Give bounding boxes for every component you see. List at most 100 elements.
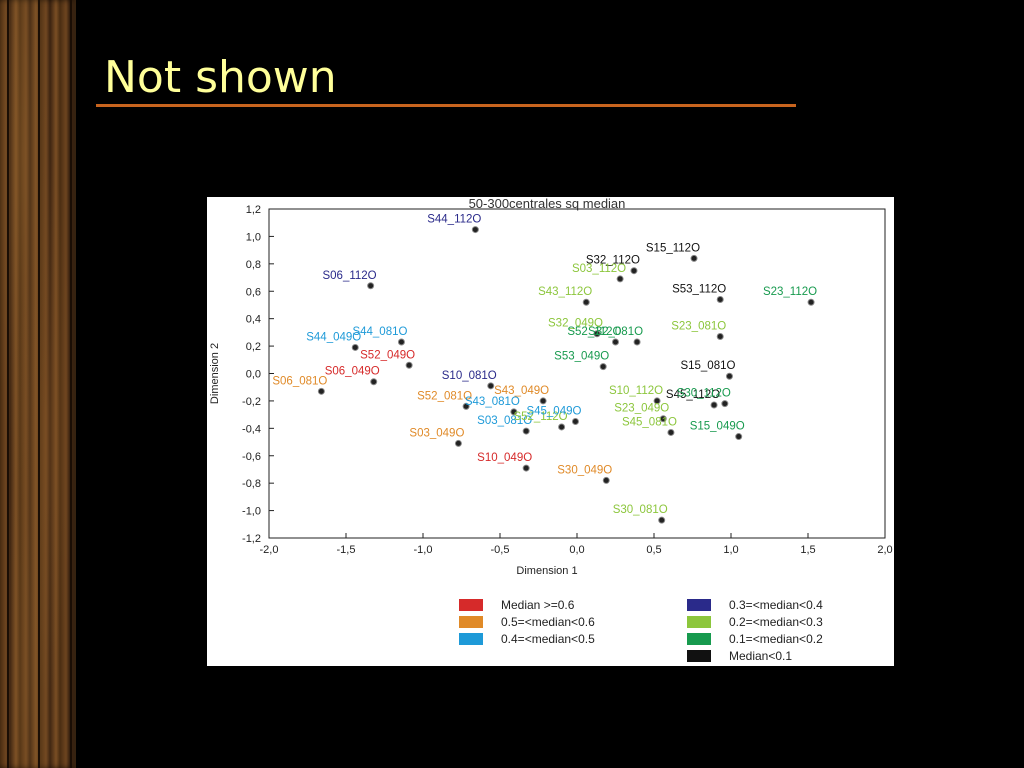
y-tick-label: -1,0: [242, 506, 261, 518]
data-point: [653, 397, 661, 405]
data-point: [602, 476, 610, 484]
data-point-label: S53_049O: [554, 351, 609, 363]
data-point-label: S15_081O: [680, 360, 735, 372]
x-axis-label: Dimension 1: [516, 565, 577, 577]
scatter-chart: 50-300centrales sq median -2,0 -1,5 -1,0 -0,…: [209, 196, 893, 663]
data-point-label: S15_049O: [690, 421, 745, 433]
legend-swatch: [459, 616, 483, 628]
data-point-label: S52_112O: [513, 411, 567, 423]
legend-swatch: [687, 616, 711, 628]
data-point: [735, 433, 743, 441]
data-point-label: S03_081O: [477, 415, 532, 427]
y-tick-label: 0,4: [246, 314, 261, 326]
y-tick-label: -0,8: [242, 478, 261, 490]
data-point: [405, 361, 413, 369]
data-point-label: S30_081O: [613, 504, 668, 516]
data-point: [658, 516, 666, 524]
data-point: [667, 428, 675, 436]
data-point-label: S43_112O: [538, 286, 592, 298]
data-point: [721, 400, 729, 408]
y-tick-label: 1,2: [246, 204, 261, 216]
x-tick-label: 1,0: [723, 544, 738, 556]
data-point-label: S23_049O: [614, 403, 669, 415]
data-point: [599, 363, 607, 371]
data-point-label: S23_112O: [763, 286, 817, 298]
legend-label: 0.4=<median<0.5: [501, 632, 595, 646]
data-point-label: S03_112O: [572, 263, 626, 275]
x-tick-label: -2,0: [260, 544, 279, 556]
x-tick-label: 0,5: [646, 544, 661, 556]
data-point-label: S03_049O: [409, 427, 464, 439]
legend-swatch: [459, 599, 483, 611]
data-point-label: S43_049O: [494, 385, 549, 397]
data-point-label: S30_049O: [557, 464, 612, 476]
data-point: [725, 372, 733, 380]
data-point-label: S06_081O: [272, 375, 327, 387]
y-tick-label: 0,8: [246, 259, 261, 271]
data-point: [462, 402, 470, 410]
data-point: [317, 387, 325, 395]
y-tick-label: 0,2: [246, 341, 261, 353]
data-point: [522, 427, 530, 435]
data-point: [558, 423, 566, 431]
data-point: [593, 330, 601, 338]
data-point: [807, 298, 815, 306]
x-tick-label: -1,5: [337, 544, 356, 556]
data-point: [582, 298, 590, 306]
data-point-label: S30_112O: [677, 388, 731, 400]
legend-label: 0.1=<median<0.2: [729, 632, 823, 646]
data-point: [616, 275, 624, 283]
data-point-label: S44_081O: [352, 326, 407, 338]
y-tick-label: -1,2: [242, 533, 261, 545]
data-point-label: S43_081O: [465, 396, 520, 408]
data-point-label: S32_049O: [548, 318, 603, 330]
data-point: [397, 338, 405, 346]
data-point-label: S53_112O: [672, 283, 726, 295]
legend-label: 0.3=<median<0.4: [729, 598, 823, 612]
legend-swatch: [687, 599, 711, 611]
y-tick-label: 1,0: [246, 231, 261, 243]
x-tick-label: -0,5: [491, 544, 510, 556]
data-point-label: S06_049O: [325, 366, 380, 378]
y-axis-label: Dimension 2: [209, 343, 221, 404]
data-point-label: S10_049O: [477, 452, 532, 464]
data-point: [454, 439, 462, 447]
data-point: [630, 267, 638, 275]
data-point: [710, 401, 718, 409]
title-divider: [96, 104, 796, 107]
legend-label: Median<0.1: [729, 649, 792, 663]
slide-title: Not shown: [104, 52, 337, 103]
data-point: [612, 338, 619, 346]
chart-title: 50-300centrales sq median: [469, 197, 626, 211]
legend-swatch: [687, 633, 711, 645]
y-tick-label: -0,4: [242, 423, 261, 435]
data-point: [539, 397, 547, 405]
legend-label: Median >=0.6: [501, 598, 575, 612]
data-point: [510, 408, 518, 416]
x-tick-label: 1,5: [800, 544, 815, 556]
data-point: [716, 295, 724, 303]
x-tick-label: 0,0: [569, 544, 584, 556]
legend-swatch: [459, 633, 483, 645]
y-tick-label: 0,6: [246, 286, 261, 298]
data-point-label: S52_081O: [417, 390, 472, 402]
y-tick-label: -0,2: [242, 396, 261, 408]
data-point: [522, 464, 530, 472]
data-point-label: S52_049O: [360, 349, 415, 361]
data-point-label: S10_081O: [442, 370, 497, 382]
x-tick-label: 2,0: [877, 544, 892, 556]
data-point-label: S32_081O: [588, 326, 643, 338]
data-point-label: S45_081O: [622, 416, 677, 428]
data-point: [716, 332, 724, 340]
legend-label: 0.2=<median<0.3: [729, 615, 823, 629]
data-point: [487, 382, 495, 390]
scatter-chart-panel: 50-300centrales sq median -2,0 -1,5 -1,0 -0,…: [207, 196, 894, 666]
x-tick-label: -1,0: [414, 544, 433, 556]
data-point: [571, 417, 579, 425]
data-point-label: S15_112O: [646, 242, 700, 254]
data-point-label: S06_112O: [322, 270, 376, 282]
data-point: [633, 338, 641, 346]
data-point-label: S32_112O: [586, 255, 640, 267]
data-point: [367, 282, 375, 290]
data-point-label: S52_112O: [567, 326, 621, 338]
